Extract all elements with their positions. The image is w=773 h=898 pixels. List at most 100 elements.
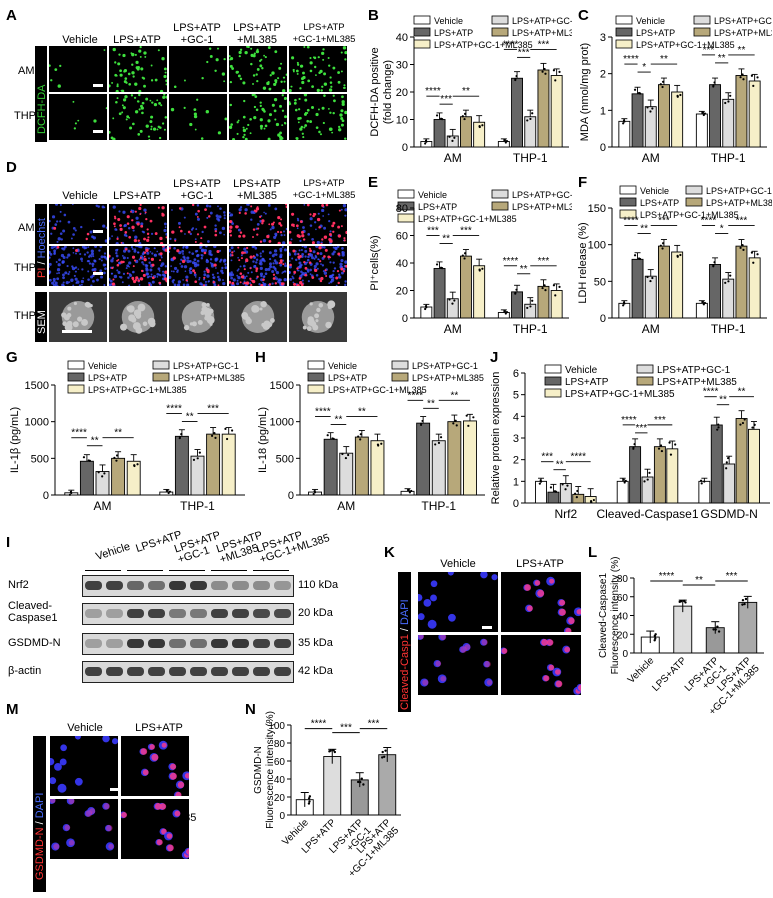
cell-signal (309, 120, 313, 123)
cell-surface (206, 303, 210, 307)
cell-signal (140, 748, 148, 755)
cell-nucleus (259, 262, 263, 266)
cell-nucleus (223, 214, 226, 217)
cell-nucleus (255, 253, 258, 256)
cell-signal (555, 680, 563, 688)
cell-signal (109, 254, 111, 258)
cell-signal (161, 212, 164, 215)
cell-nucleus (127, 284, 131, 286)
cell-nucleus (418, 613, 425, 621)
data-point (514, 78, 517, 82)
cell-nucleus (211, 273, 215, 276)
cell-signal (217, 131, 222, 135)
sig-label: ** (520, 264, 528, 275)
western-band (232, 639, 249, 648)
cell-nucleus (236, 274, 239, 277)
cell-nucleus (303, 204, 306, 206)
cell-nucleus (284, 264, 287, 268)
western-header-line-mark (211, 570, 247, 571)
cell-surface (327, 300, 336, 309)
data-point (654, 637, 657, 640)
cell-signal (299, 87, 302, 90)
cell-nucleus (263, 211, 265, 214)
cell-nucleus (273, 249, 278, 253)
micrograph-tile (169, 94, 227, 140)
cell-signal (332, 94, 335, 97)
cell-nucleus (427, 619, 437, 629)
cell-nucleus (236, 282, 240, 286)
cell-signal (165, 279, 167, 283)
legend-label: LPS+ATP+ML385 (657, 377, 737, 388)
cell-signal (103, 49, 106, 51)
stain-casp-dapi: Cleaved-Casp1 / DAPI (399, 599, 411, 710)
cell-nucleus (200, 249, 205, 253)
cell-signal (307, 79, 311, 83)
cell-signal (340, 109, 344, 113)
cell-signal (135, 276, 139, 280)
sig-label: *** (736, 216, 748, 227)
legend-swatch (67, 360, 85, 370)
cell-surface (309, 302, 313, 306)
bar (629, 446, 642, 504)
cell-nucleus (117, 270, 121, 274)
y-tick-label: 80 (274, 739, 286, 750)
cell-signal (158, 102, 161, 105)
cell-nucleus (304, 249, 308, 253)
cell-nucleus (328, 258, 330, 260)
cell-signal (139, 55, 142, 58)
cell-signal (268, 113, 273, 117)
cell-signal (268, 87, 272, 91)
y-tick-label: 60 (617, 593, 629, 604)
cell-nucleus (256, 222, 260, 226)
bar (339, 452, 354, 496)
data-point (544, 289, 547, 292)
cell-nucleus (285, 227, 287, 231)
cell-signal (157, 206, 160, 209)
cell-signal (245, 258, 249, 263)
cell-signal (241, 251, 245, 255)
cell-nucleus (50, 246, 54, 250)
cell-signal (564, 646, 571, 653)
cell-nucleus (299, 239, 302, 242)
data-point (168, 490, 172, 493)
data-point (648, 471, 651, 474)
cell-signal (199, 242, 203, 244)
cell-signal (167, 844, 174, 852)
cell-signal (149, 219, 153, 223)
cell-signal (238, 259, 241, 262)
cell-signal (284, 204, 287, 206)
cell-nucleus (340, 208, 343, 211)
bar (221, 433, 236, 496)
data-point (716, 428, 719, 431)
cell-nucleus (322, 215, 325, 217)
legend-label: LPS+ATP (434, 28, 473, 38)
cell-nucleus (54, 223, 58, 226)
cell-nucleus (336, 246, 340, 249)
header-lps-atp: LPS+ATP (113, 190, 161, 202)
cell-nucleus (321, 208, 325, 213)
cell-nucleus (321, 256, 325, 260)
cell-signal (112, 117, 115, 120)
scale-bar (62, 330, 92, 333)
data-point (503, 139, 507, 142)
cell-signal (252, 82, 254, 85)
cell-signal (213, 263, 217, 267)
cell-signal (229, 64, 233, 68)
micrograph-tile (109, 246, 167, 286)
cell-signal (50, 799, 56, 804)
cell-signal (150, 64, 153, 67)
cell-nucleus (70, 237, 73, 240)
data-point (741, 421, 745, 425)
legend-label: LPS+ATP+ML385 (512, 202, 572, 212)
cell-signal (256, 206, 259, 209)
panel-label-g: G (6, 349, 18, 366)
cell-signal (269, 74, 272, 77)
cell-signal (133, 96, 137, 99)
data-point (192, 458, 196, 461)
data-point (744, 597, 748, 601)
stain-hoechst: Hoechst (36, 218, 48, 259)
western-band (106, 667, 123, 676)
cell-signal (318, 130, 321, 134)
cell-signal (301, 80, 305, 85)
